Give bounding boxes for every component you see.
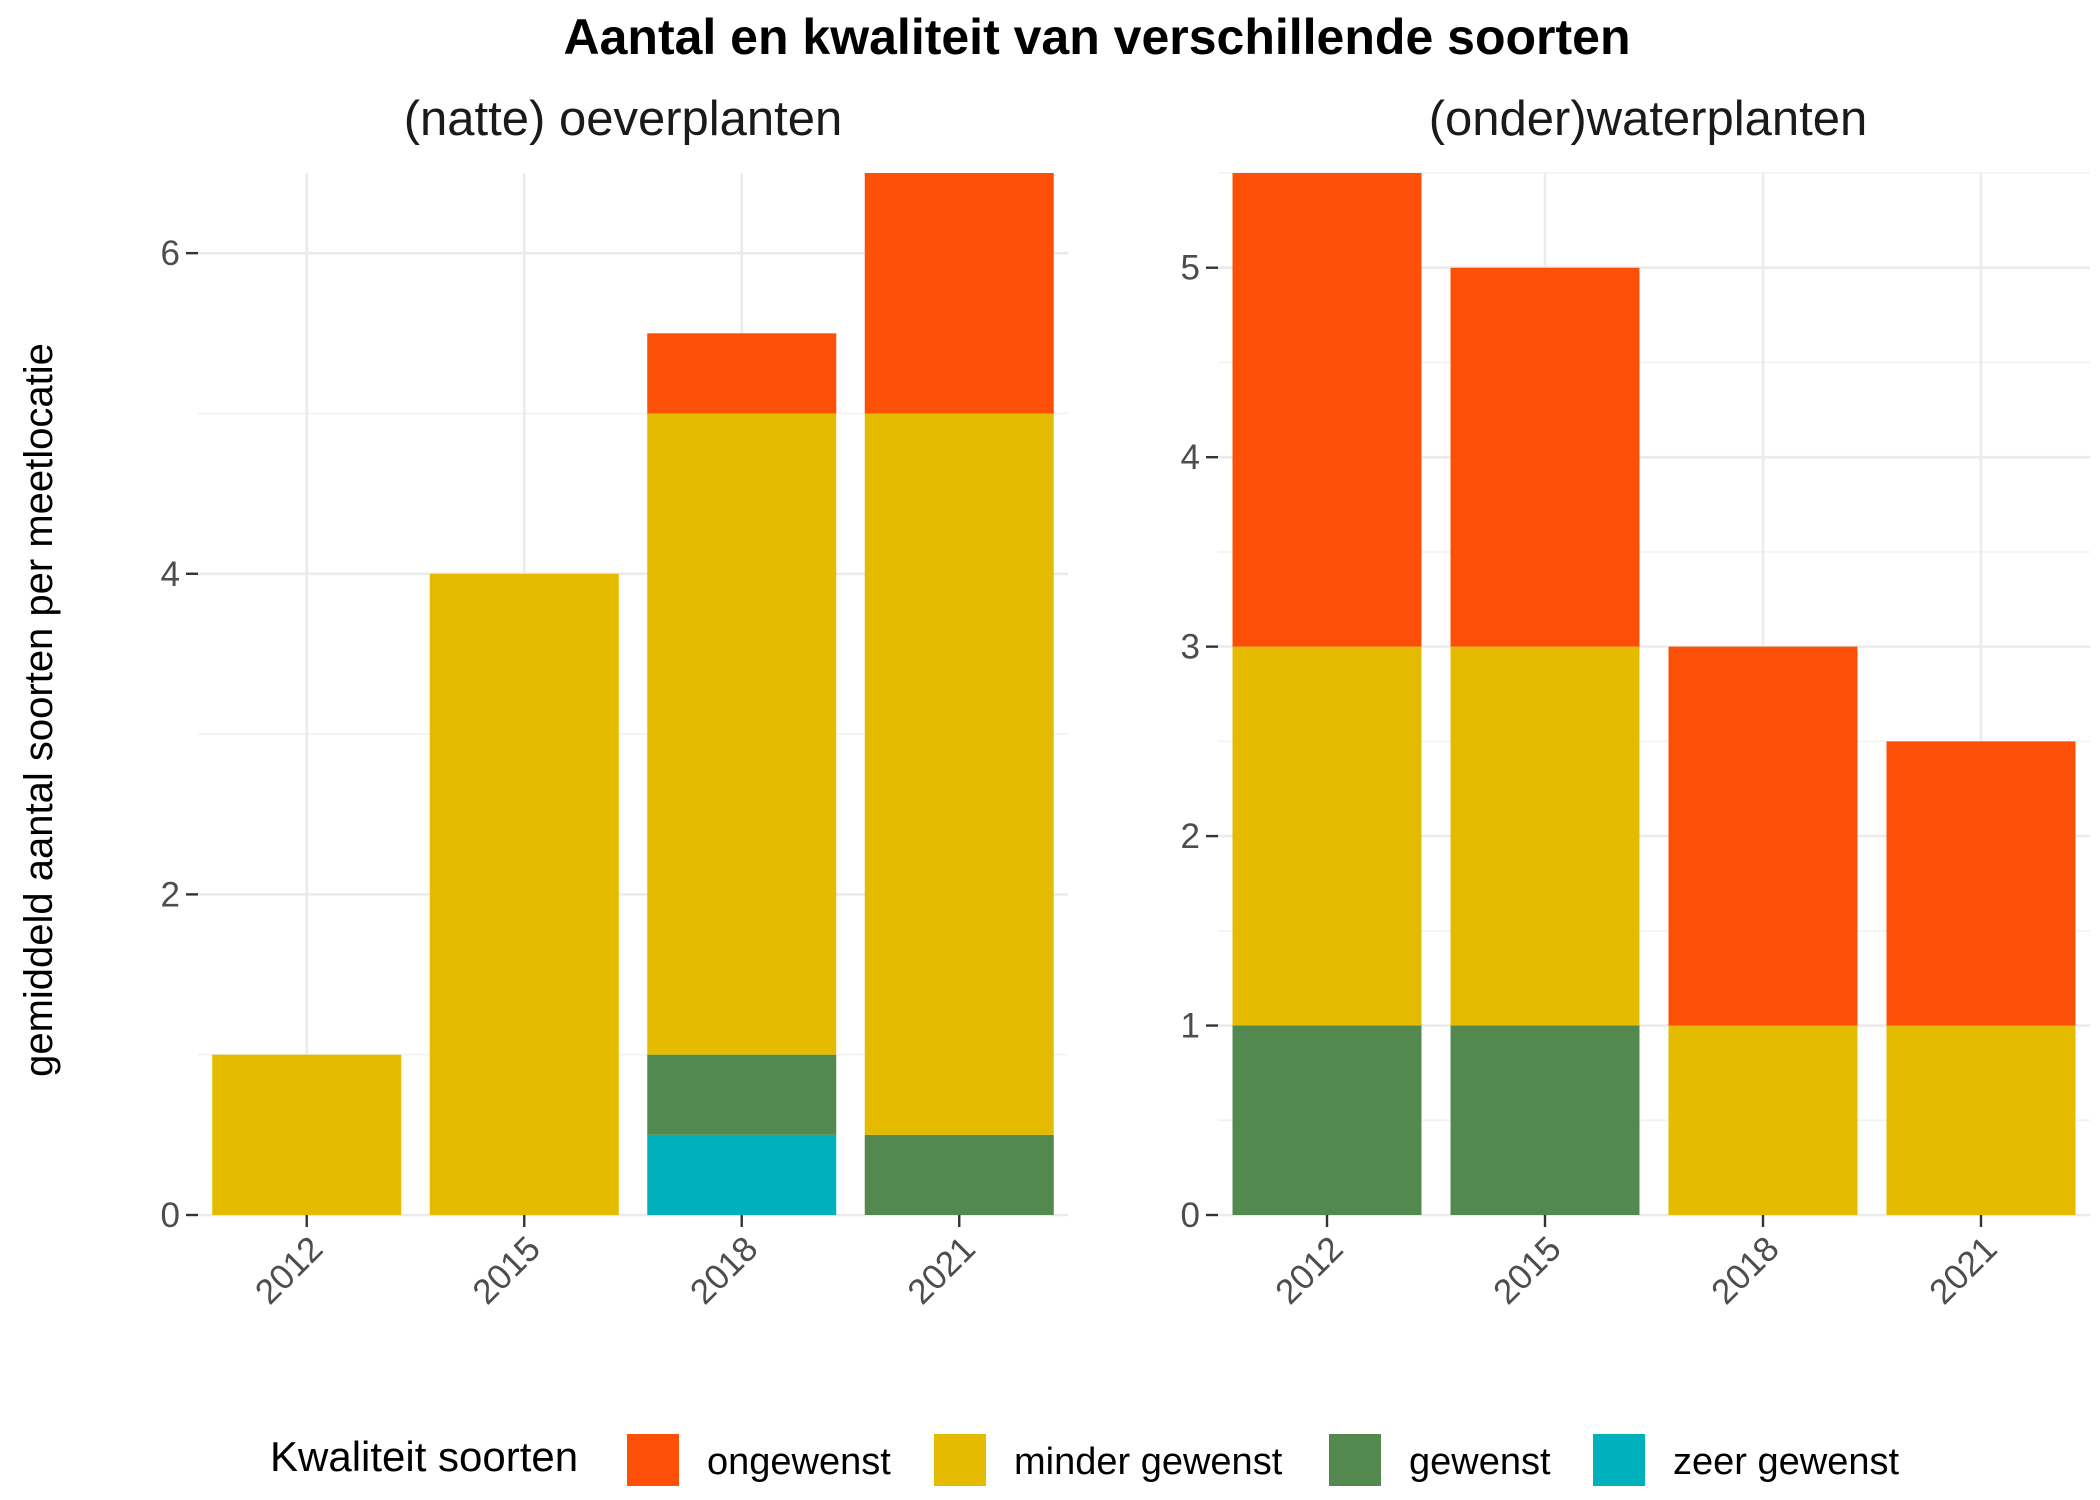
y-tick-label: 4: [161, 555, 180, 594]
x-tick-label: 2021: [900, 1229, 983, 1312]
facet-title: (natte) oeverplanten: [404, 92, 843, 146]
bar-minder-gewenst-2018: [1668, 1025, 1858, 1215]
bar-minder-gewenst-2015: [1450, 646, 1640, 1026]
bar-minder-gewenst-2021: [1886, 1025, 2076, 1215]
x-tick-label: 2018: [683, 1229, 766, 1312]
bar-zeer-gewenst-2018: [647, 1134, 837, 1215]
bar-ongewenst-2012: [1232, 173, 1422, 647]
x-tick-label: 2012: [1268, 1229, 1351, 1312]
y-tick-label: 4: [1181, 438, 1200, 477]
legend-label: ongewenst: [707, 1441, 891, 1483]
legend-label: zeer gewenst: [1673, 1441, 1899, 1483]
y-tick-label: 0: [1181, 1196, 1200, 1235]
panel-1: (natte) oeverplanten 0 2 4 6 2012 2015 2018 2021: [161, 92, 1068, 1312]
y-tick-label: 3: [1181, 628, 1200, 667]
y-tick-label: 0: [161, 1196, 180, 1235]
legend: Kwaliteit soorten ongewenst minder gewens…: [270, 1433, 1899, 1486]
x-tick-label: 2015: [465, 1229, 548, 1312]
y-tick-label: 1: [1181, 1007, 1200, 1046]
y-tick-label: 5: [1181, 249, 1200, 288]
bar-gewenst-2015: [1450, 1025, 1640, 1215]
x-tick-label: 2015: [1486, 1229, 1569, 1312]
legend-swatch: [934, 1434, 986, 1486]
bar-minder-gewenst-2015: [429, 573, 619, 1215]
y-axis-label: gemiddeld aantal soorten per meetlocatie: [17, 343, 61, 1077]
bar-gewenst-2018: [647, 1054, 837, 1135]
y-tick-label: 2: [161, 875, 180, 914]
x-tick-label: 2012: [248, 1229, 331, 1312]
chart-title: Aantal en kwaliteit van verschillende so…: [563, 9, 1630, 65]
bar-minder-gewenst-2021: [864, 413, 1054, 1135]
bar-gewenst-2021: [864, 1134, 1054, 1215]
bar-gewenst-2012: [1232, 1025, 1422, 1215]
legend-title: Kwaliteit soorten: [270, 1433, 578, 1480]
bar-minder-gewenst-2012: [1232, 646, 1422, 1026]
legend-entry-minder-gewenst: minder gewenst: [934, 1434, 1283, 1486]
x-tick-label: 2021: [1922, 1229, 2005, 1312]
facet-title: (onder)waterplanten: [1429, 92, 1868, 146]
bar-ongewenst-2018: [647, 333, 837, 414]
legend-entry-ongewenst: ongewenst: [627, 1434, 891, 1486]
legend-entry-gewenst: gewenst: [1329, 1434, 1551, 1486]
legend-swatch: [1329, 1434, 1381, 1486]
bar-ongewenst-2018: [1668, 646, 1858, 1026]
bar-minder-gewenst-2018: [647, 413, 837, 1055]
x-tick-label: 2018: [1704, 1229, 1787, 1312]
bar-ongewenst-2021: [864, 173, 1054, 414]
legend-swatch: [627, 1434, 679, 1486]
legend-entry-zeer-gewenst: zeer gewenst: [1593, 1434, 1899, 1486]
y-tick-label: 2: [1181, 817, 1200, 856]
bar-ongewenst-2015: [1450, 267, 1640, 647]
bar-ongewenst-2021: [1886, 741, 2076, 1026]
panel-2: (onder)waterplanten 0 1 2 3 4 5 2012 2015 2018 202…: [1181, 92, 2090, 1312]
legend-label: gewenst: [1409, 1441, 1551, 1483]
bar-minder-gewenst-2012: [212, 1054, 402, 1215]
y-tick-label: 6: [161, 234, 180, 273]
legend-swatch: [1593, 1434, 1645, 1486]
legend-label: minder gewenst: [1014, 1441, 1283, 1483]
